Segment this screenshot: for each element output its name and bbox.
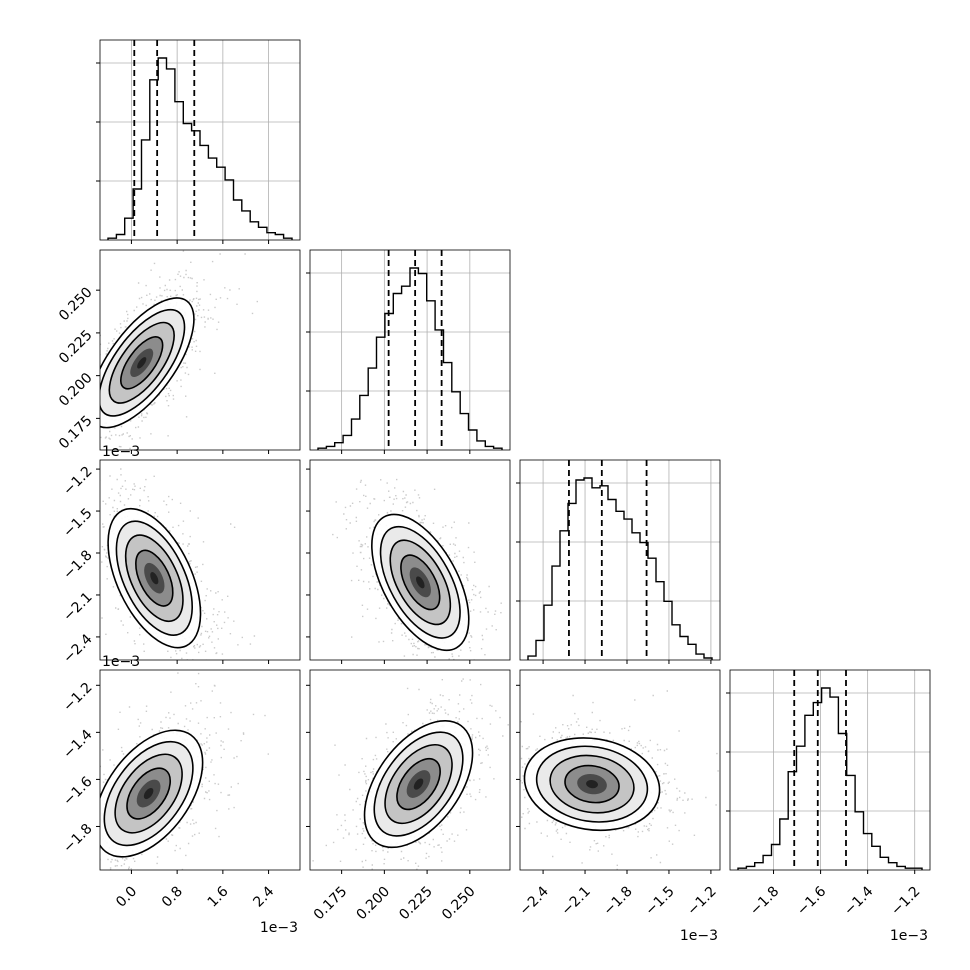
panel-frame bbox=[729, 669, 931, 871]
panel-content bbox=[332, 478, 502, 660]
y-tick-label: −2.1 bbox=[60, 589, 95, 624]
x-tick-label: −1.8 bbox=[747, 884, 782, 919]
x-tick-label: −1.4 bbox=[841, 883, 876, 918]
contour-line bbox=[107, 507, 202, 649]
y-tick-label: −1.8 bbox=[60, 821, 95, 856]
x-tick-label: −1.2 bbox=[888, 884, 923, 919]
panel-background bbox=[730, 670, 930, 870]
contour-line bbox=[549, 754, 635, 814]
offset-text: 1e−3 bbox=[890, 928, 928, 944]
y-tick-label: −1.4 bbox=[60, 727, 95, 762]
x-tick-label: 1.6 bbox=[205, 883, 232, 910]
panel-frame bbox=[309, 459, 511, 661]
contour-line bbox=[120, 336, 164, 390]
histogram-line bbox=[107, 57, 293, 240]
x-tick-label: 0.8 bbox=[159, 884, 186, 911]
contour-line bbox=[373, 731, 464, 837]
panel-frame bbox=[99, 669, 301, 871]
offset-text: 1e−3 bbox=[102, 444, 140, 460]
panel-frame bbox=[99, 249, 301, 451]
contour-line bbox=[379, 525, 461, 639]
panel-content bbox=[520, 690, 719, 870]
contour-line bbox=[126, 767, 172, 820]
density-level-fill bbox=[150, 572, 159, 585]
x-tick-label: −2.1 bbox=[559, 884, 594, 919]
density-level-fill bbox=[413, 778, 424, 790]
panel-content bbox=[100, 672, 269, 870]
y-tick-label: −1.6 bbox=[60, 774, 95, 809]
histogram-line bbox=[317, 267, 503, 450]
panel-content bbox=[100, 468, 256, 660]
y-tick-label: −2.4 bbox=[60, 631, 95, 666]
contour-line bbox=[100, 729, 204, 858]
y-tick-label: 0.200 bbox=[56, 370, 96, 410]
x-tick-label: −1.8 bbox=[600, 884, 635, 919]
panel-frame bbox=[519, 669, 721, 871]
x-tick-label: 2.4 bbox=[250, 883, 277, 910]
density-level-fill bbox=[137, 357, 147, 369]
contour-line bbox=[114, 753, 183, 834]
density-panel-1-0 bbox=[96, 249, 301, 454]
hist-panel-2 bbox=[516, 459, 721, 664]
contour-line bbox=[115, 520, 194, 636]
panel-frame bbox=[309, 249, 511, 451]
y-tick-label: −1.2 bbox=[60, 680, 95, 715]
contour-line bbox=[124, 534, 184, 623]
hist-panel-3 bbox=[726, 669, 931, 874]
contour-line bbox=[523, 737, 661, 832]
y-tick-label: 0.250 bbox=[56, 285, 96, 325]
hist-panel-1 bbox=[306, 249, 511, 454]
contour-line bbox=[108, 321, 175, 404]
contour-line bbox=[135, 549, 174, 607]
histogram-line bbox=[527, 477, 713, 660]
contour-line bbox=[396, 757, 441, 811]
contour-line bbox=[389, 539, 452, 626]
density-panel-2-0 bbox=[96, 459, 301, 664]
y-tick-label: −1.5 bbox=[60, 505, 95, 540]
contour-line bbox=[400, 554, 441, 611]
panel-frame bbox=[519, 459, 721, 661]
panel-frame bbox=[309, 669, 511, 871]
x-tick-label: −2.4 bbox=[517, 883, 552, 918]
contour-line bbox=[363, 719, 474, 849]
offset-text: 1e−3 bbox=[680, 928, 718, 944]
panel-content bbox=[100, 250, 258, 450]
panel-frame bbox=[99, 459, 301, 661]
y-tick-label: −1.2 bbox=[60, 463, 95, 498]
panel-content bbox=[312, 678, 509, 870]
contour-line bbox=[103, 740, 194, 847]
density-level-fill bbox=[416, 576, 425, 589]
x-tick-label: −1.6 bbox=[794, 883, 829, 918]
y-tick-label: −1.8 bbox=[60, 547, 95, 582]
contour-line bbox=[371, 513, 470, 652]
density-panel-3-1 bbox=[306, 669, 511, 874]
contour-line bbox=[100, 297, 195, 429]
contour-line bbox=[384, 744, 453, 825]
panel-frame bbox=[99, 39, 301, 241]
density-panel-3-0 bbox=[96, 669, 301, 874]
y-tick-label: 0.225 bbox=[56, 327, 96, 367]
panel-background bbox=[520, 460, 720, 660]
x-tick-label: −1.5 bbox=[642, 884, 677, 919]
hist-panel-0 bbox=[96, 39, 301, 244]
x-tick-label: 0.225 bbox=[396, 884, 436, 924]
contour-line bbox=[564, 764, 620, 804]
density-level-fill bbox=[586, 780, 598, 789]
x-tick-label: −1.2 bbox=[684, 884, 719, 919]
contour-line bbox=[535, 745, 649, 823]
contour-line bbox=[100, 308, 186, 417]
density-level-fill bbox=[143, 787, 154, 800]
histogram-line bbox=[737, 687, 923, 870]
offset-text: 1e−3 bbox=[260, 920, 298, 936]
y-tick-label: 0.175 bbox=[56, 413, 96, 453]
density-panel-3-2 bbox=[516, 669, 721, 874]
offset-text: 1e−3 bbox=[102, 654, 140, 670]
x-tick-label: 0.0 bbox=[113, 884, 140, 911]
density-panel-2-1 bbox=[306, 459, 511, 664]
x-tick-label: 0.200 bbox=[354, 884, 394, 924]
x-tick-label: 0.250 bbox=[439, 884, 479, 924]
x-tick-label: 0.175 bbox=[311, 884, 351, 924]
